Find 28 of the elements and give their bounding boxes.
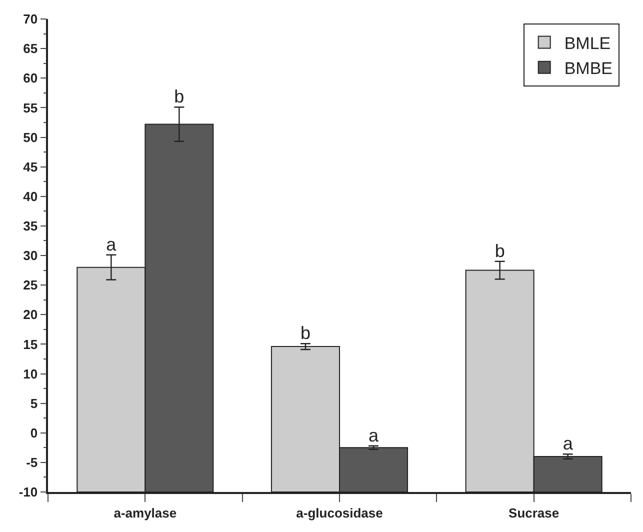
y-tick-label: 45	[23, 159, 38, 174]
data-label: b	[174, 86, 184, 107]
data-label: a	[106, 234, 118, 254]
y-tick-label: 15	[23, 336, 38, 352]
y-tick-label: 10	[23, 366, 38, 382]
legend-label: BMBE	[564, 59, 613, 78]
y-tick-label: 30	[23, 248, 38, 264]
data-label: a	[368, 425, 380, 446]
y-tick-label: -10	[18, 484, 38, 500]
y-tick-label: 20	[23, 307, 38, 322]
y-tick-label: 65	[23, 41, 38, 56]
data-label: b	[494, 240, 505, 261]
data-label: b	[300, 323, 310, 344]
legend-label: BMLE	[564, 34, 611, 53]
y-tick-label: 70	[23, 12, 38, 27]
y-tick-label: 25	[23, 278, 38, 293]
y-tick-label: 55	[23, 100, 38, 116]
y-tick-label: 0	[30, 425, 38, 440]
y-tick-label: 35	[23, 218, 38, 234]
x-tick-label: a-amylase	[114, 505, 177, 520]
y-tick-label: 5	[30, 396, 38, 411]
y-tick-label: 60	[23, 70, 38, 86]
x-tick-label: Sucrase	[508, 505, 560, 520]
data-label: a	[562, 434, 574, 454]
y-tick-label: 40	[23, 188, 38, 204]
y-tick-label: -5	[26, 454, 38, 470]
y-tick-label: 50	[23, 130, 38, 145]
x-tick-label: a-glucosidase	[296, 505, 383, 520]
